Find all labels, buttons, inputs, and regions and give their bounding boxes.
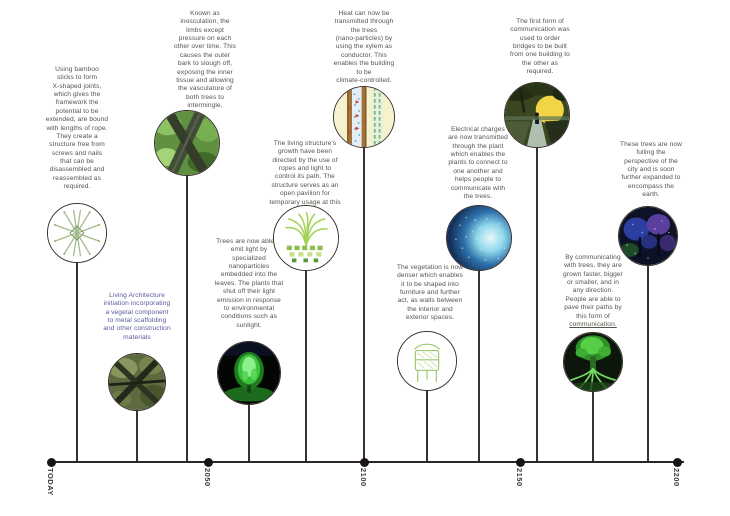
timeline-year-label: 2100 bbox=[359, 468, 368, 487]
timeline-marker-dot bbox=[672, 457, 682, 467]
timeline-marker-dot bbox=[203, 457, 213, 467]
timeline-year-label: 2150 bbox=[515, 468, 524, 487]
connector-line bbox=[363, 147, 365, 462]
node-description-main: By communicating with trees, they are gr… bbox=[563, 254, 623, 320]
connector-line bbox=[592, 391, 594, 462]
node-description: The vegetation is now denser which enabl… bbox=[396, 264, 464, 322]
inosculation-trees-photo-image bbox=[154, 110, 220, 176]
connector-line bbox=[305, 270, 307, 462]
node-description: Trees are now able to emit light by spec… bbox=[214, 238, 284, 329]
node-description: Heat can now be transmitted through the … bbox=[333, 10, 395, 84]
tree-walkway-sun-photo-image bbox=[504, 82, 570, 148]
connector-line bbox=[426, 390, 428, 462]
node-description: The first form of communication was used… bbox=[510, 18, 570, 76]
glowing-plant-photo-image bbox=[217, 341, 281, 405]
heat-conduction-diagram-image bbox=[333, 86, 395, 148]
connector-line bbox=[76, 262, 78, 462]
node-description: Electrical charges are now transmitted t… bbox=[448, 126, 508, 200]
connector-line bbox=[136, 410, 138, 462]
connector-line bbox=[478, 270, 480, 462]
timeline-marker-dot bbox=[359, 457, 369, 467]
connector-line bbox=[186, 175, 188, 462]
node-description: By communicating with trees, they are gr… bbox=[544, 254, 642, 329]
timeline-marker-dot bbox=[46, 457, 56, 467]
timeline-year-label: 2050 bbox=[203, 468, 212, 487]
night-lit-trees-photo-image bbox=[618, 206, 678, 266]
electric-blue-sphere-image bbox=[446, 205, 512, 271]
timeline-marker-dot bbox=[515, 457, 525, 467]
node-description: The living structure's growth have been … bbox=[269, 140, 341, 214]
connector-line bbox=[536, 147, 538, 462]
connector-line bbox=[248, 404, 250, 462]
node-description: Using bamboo sticks to form X-shaped joi… bbox=[45, 66, 109, 191]
grass-pavilion-sketch-image bbox=[273, 205, 339, 271]
node-description: Known as inosculation, the limbs except … bbox=[173, 10, 237, 109]
node-description: These trees are now fulling the perspect… bbox=[619, 141, 682, 199]
node-description: Living Architecture initiation incorpora… bbox=[103, 292, 171, 341]
vegetation-furniture-sketch-image bbox=[397, 331, 457, 391]
bamboo-scaffold-photo-image bbox=[108, 353, 166, 411]
timeline-year-label: TODAY bbox=[46, 468, 55, 496]
timeline-year-label: 2200 bbox=[672, 468, 681, 487]
glowing-roots-tree-photo-image bbox=[563, 332, 623, 392]
connector-line bbox=[647, 265, 649, 462]
bamboo-joint-sketch-image bbox=[47, 203, 107, 263]
node-description-underlined: communication. bbox=[569, 320, 617, 328]
